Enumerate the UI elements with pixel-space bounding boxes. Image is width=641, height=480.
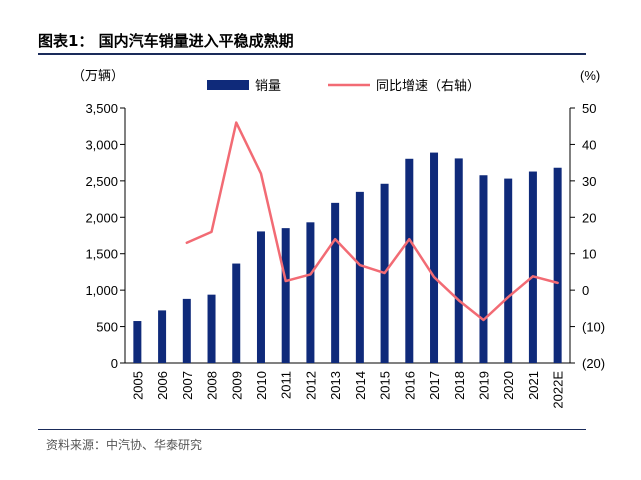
left-axis-unit: （万辆） <box>72 68 124 83</box>
bar-2018 <box>454 158 463 363</box>
bar-2017 <box>430 152 439 363</box>
right-tick-label: 0 <box>582 283 589 298</box>
x-tick-label: 2005 <box>130 371 145 400</box>
bar-2011 <box>281 228 290 363</box>
bar-2010 <box>256 231 265 363</box>
source-note: 资料来源：中汽协、华泰研究 <box>46 438 203 452</box>
right-tick-label: 20 <box>582 210 596 225</box>
right-tick-label: (20) <box>582 356 605 371</box>
x-tick-label: 2021 <box>526 371 541 400</box>
x-tick-label: 2008 <box>205 371 220 400</box>
x-tick-label: 2009 <box>229 371 244 400</box>
left-tick-label: 2,000 <box>85 210 118 225</box>
x-tick-label: 2018 <box>452 371 467 400</box>
left-tick-label: 1,000 <box>85 283 118 298</box>
right-tick-label: 50 <box>582 101 596 116</box>
right-tick-label: 40 <box>582 137 596 152</box>
left-tick-label: 3,000 <box>85 137 118 152</box>
left-tick-label: 3,500 <box>85 101 118 116</box>
x-tick-label: 2015 <box>378 371 393 400</box>
bar-2008 <box>207 294 216 363</box>
x-tick-label: 2010 <box>254 371 269 400</box>
x-tick-label: 2006 <box>155 371 170 400</box>
left-tick-label: 2,500 <box>85 174 118 189</box>
growth-line-segment <box>185 121 559 322</box>
left-axis-ticks: 0 500 1,000 1,500 2,000 2,500 3,000 3,500 <box>85 101 125 371</box>
bar-2019 <box>479 175 488 363</box>
right-axis-ticks: (20) (10) 0 10 20 30 40 50 <box>570 101 605 371</box>
chart-title: 图表1： 国内汽车销量进入平稳成熟期 <box>38 32 294 50</box>
x-tick-label: 2020 <box>501 371 516 400</box>
bar-2016 <box>405 158 414 363</box>
right-tick-label: (10) <box>582 320 605 335</box>
left-tick-label: 500 <box>96 320 118 335</box>
x-tick-label: 2022E <box>551 371 566 409</box>
legend: 销量 同比增速（右轴） <box>207 79 480 94</box>
legend-bar-swatch <box>207 80 249 90</box>
bar-series <box>133 152 562 363</box>
x-tick-label: 2013 <box>328 371 343 400</box>
x-tick-label: 2007 <box>180 371 195 400</box>
left-tick-label: 0 <box>111 356 118 371</box>
bar-2006 <box>158 310 167 363</box>
right-tick-label: 30 <box>582 174 596 189</box>
x-tick-label: 2017 <box>427 371 442 400</box>
x-tick-label: 2019 <box>476 371 491 400</box>
bar-2005 <box>133 321 142 363</box>
line-series <box>185 121 559 322</box>
bar-2020 <box>504 178 513 363</box>
bar-2013 <box>331 202 340 363</box>
bar-2009 <box>232 263 241 363</box>
left-tick-label: 1,500 <box>85 247 118 262</box>
x-tick-label: 2014 <box>353 371 368 400</box>
bar-2014 <box>355 191 364 363</box>
legend-line-label: 同比增速（右轴） <box>376 79 480 94</box>
right-tick-label: 10 <box>582 247 596 262</box>
x-tick-label: 2012 <box>303 371 318 400</box>
bar-2007 <box>182 298 191 363</box>
bar-2022E <box>553 167 562 363</box>
bar-2012 <box>306 222 315 363</box>
right-axis-unit: (%) <box>580 68 600 83</box>
x-tick-label: 2011 <box>279 371 294 399</box>
x-tick-label: 2016 <box>402 371 417 400</box>
title-rule <box>38 53 586 55</box>
legend-bar-label: 销量 <box>255 79 281 94</box>
x-axis-ticks: 2005 2006 2007 2008 2009 2010 2011 2012 2013 2014… <box>130 371 565 409</box>
source-rule <box>38 429 586 430</box>
bar-2021 <box>528 171 537 363</box>
